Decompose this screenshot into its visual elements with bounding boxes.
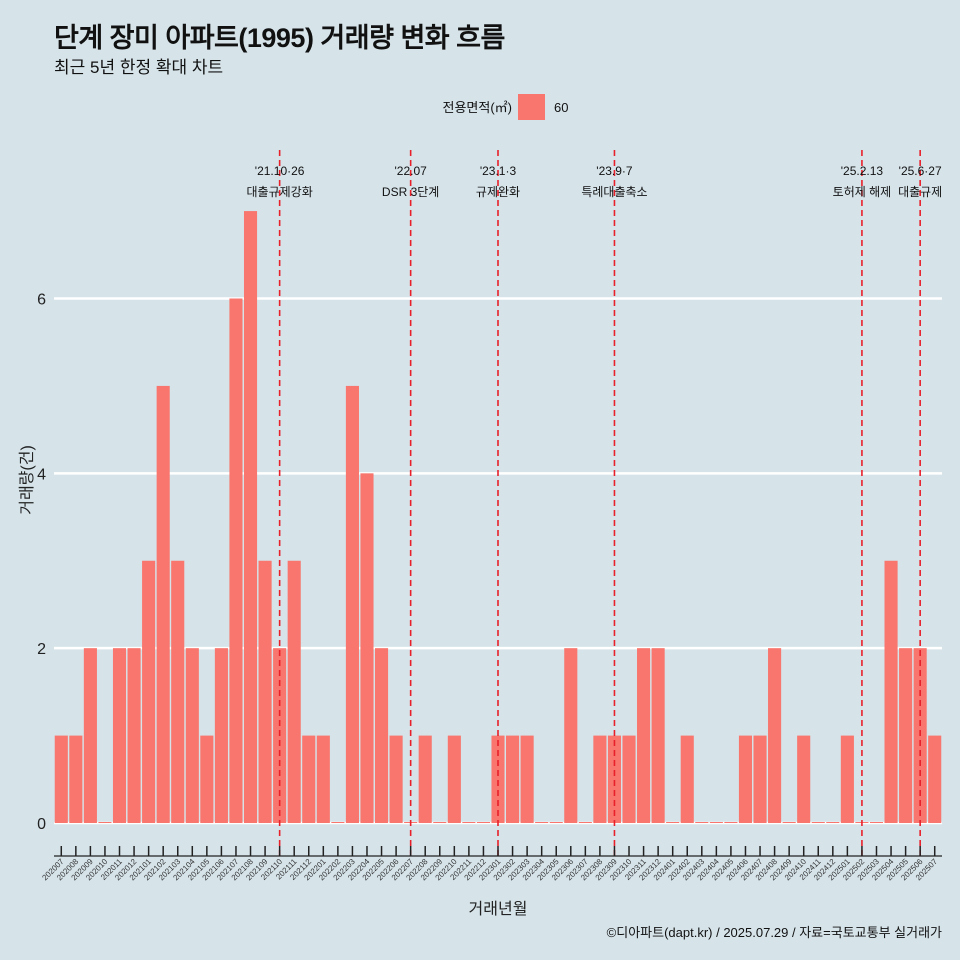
bar	[287, 560, 301, 823]
bar	[243, 211, 258, 824]
chart-title: 단계 장미 아파트(1995) 거래량 변화 흐름	[54, 23, 505, 53]
event-label: 대출규제강화	[247, 185, 313, 199]
bar	[724, 822, 738, 823]
bar	[83, 648, 97, 823]
bar	[578, 822, 592, 823]
event-date-label: '23.1·3	[480, 164, 517, 178]
event-label: 토허제 해제	[833, 185, 892, 199]
bar	[331, 822, 345, 823]
bar	[360, 473, 374, 823]
x-axis-title: 거래년월	[469, 900, 528, 918]
bar	[840, 735, 854, 823]
bar	[316, 735, 330, 823]
bar	[768, 648, 782, 823]
legend-swatch	[518, 94, 545, 120]
bar	[433, 822, 447, 823]
bar	[229, 298, 243, 823]
bar	[214, 648, 228, 823]
bar	[171, 560, 185, 823]
bar	[637, 648, 651, 823]
bar	[258, 560, 272, 823]
bar	[185, 648, 199, 823]
bar	[200, 735, 214, 823]
bar	[345, 385, 359, 823]
bar	[520, 735, 534, 823]
bar	[753, 735, 767, 823]
bar	[156, 385, 170, 823]
legend-entry: 60	[554, 100, 568, 115]
source-caption: ©디아파트(dapt.kr) / 2025.07.29 / 자료=국토교통부 실…	[606, 925, 942, 940]
bar	[535, 822, 549, 823]
event-label: 규제완화	[476, 185, 520, 199]
bar	[680, 735, 694, 823]
bar	[462, 822, 476, 823]
bar	[928, 735, 942, 823]
chart-subtitle: 최근 5년 한정 확대 차트	[54, 58, 224, 77]
bar	[142, 560, 156, 823]
bar	[69, 735, 83, 823]
event-label: 특례대출축소	[581, 185, 647, 199]
bar	[389, 735, 403, 823]
bar	[695, 822, 709, 823]
bar	[651, 648, 665, 823]
bar	[738, 735, 753, 823]
bar	[112, 648, 127, 823]
y-tick-label: 6	[37, 292, 46, 309]
bar	[98, 822, 112, 823]
bar	[622, 735, 636, 823]
bar	[811, 822, 825, 823]
bar	[418, 735, 432, 823]
bar	[549, 822, 563, 823]
bar	[884, 560, 898, 823]
y-tick-label: 4	[37, 466, 46, 483]
bar	[782, 822, 796, 823]
bar	[302, 735, 316, 823]
bar	[54, 735, 68, 823]
bar	[607, 735, 622, 823]
bar	[797, 735, 811, 823]
bar	[506, 735, 520, 823]
bar	[666, 822, 680, 823]
bar	[447, 735, 461, 823]
event-label: 대출규제	[898, 185, 942, 199]
y-tick-label: 0	[37, 816, 46, 833]
event-lines: '21.10·26 대출규제강화 '22.07 DSR 3단계 '23.1·3 규제완화 '…	[247, 150, 942, 856]
bar	[564, 648, 578, 823]
y-tick-label: 2	[37, 641, 46, 658]
event-date-label: '25.6·27	[899, 164, 942, 178]
bar	[476, 822, 490, 823]
bar	[374, 648, 389, 823]
legend: 전용면적(㎡) 60	[443, 94, 568, 120]
bar	[593, 735, 607, 823]
event-date-label: '21.10·26	[255, 164, 305, 178]
bar	[127, 648, 141, 823]
event-label: DSR 3단계	[382, 185, 439, 199]
event-date-label: '22.07	[394, 164, 427, 178]
bar	[709, 822, 723, 823]
legend-title: 전용면적(㎡)	[443, 100, 513, 115]
bars	[54, 211, 942, 824]
event-date-label: '23.9·7	[596, 164, 633, 178]
y-axis-title: 거래량(건)	[18, 445, 36, 515]
bar	[899, 648, 913, 823]
event-date-label: '25.2.13	[841, 164, 884, 178]
bar	[491, 735, 505, 823]
bar	[826, 822, 840, 823]
bar	[869, 822, 884, 823]
